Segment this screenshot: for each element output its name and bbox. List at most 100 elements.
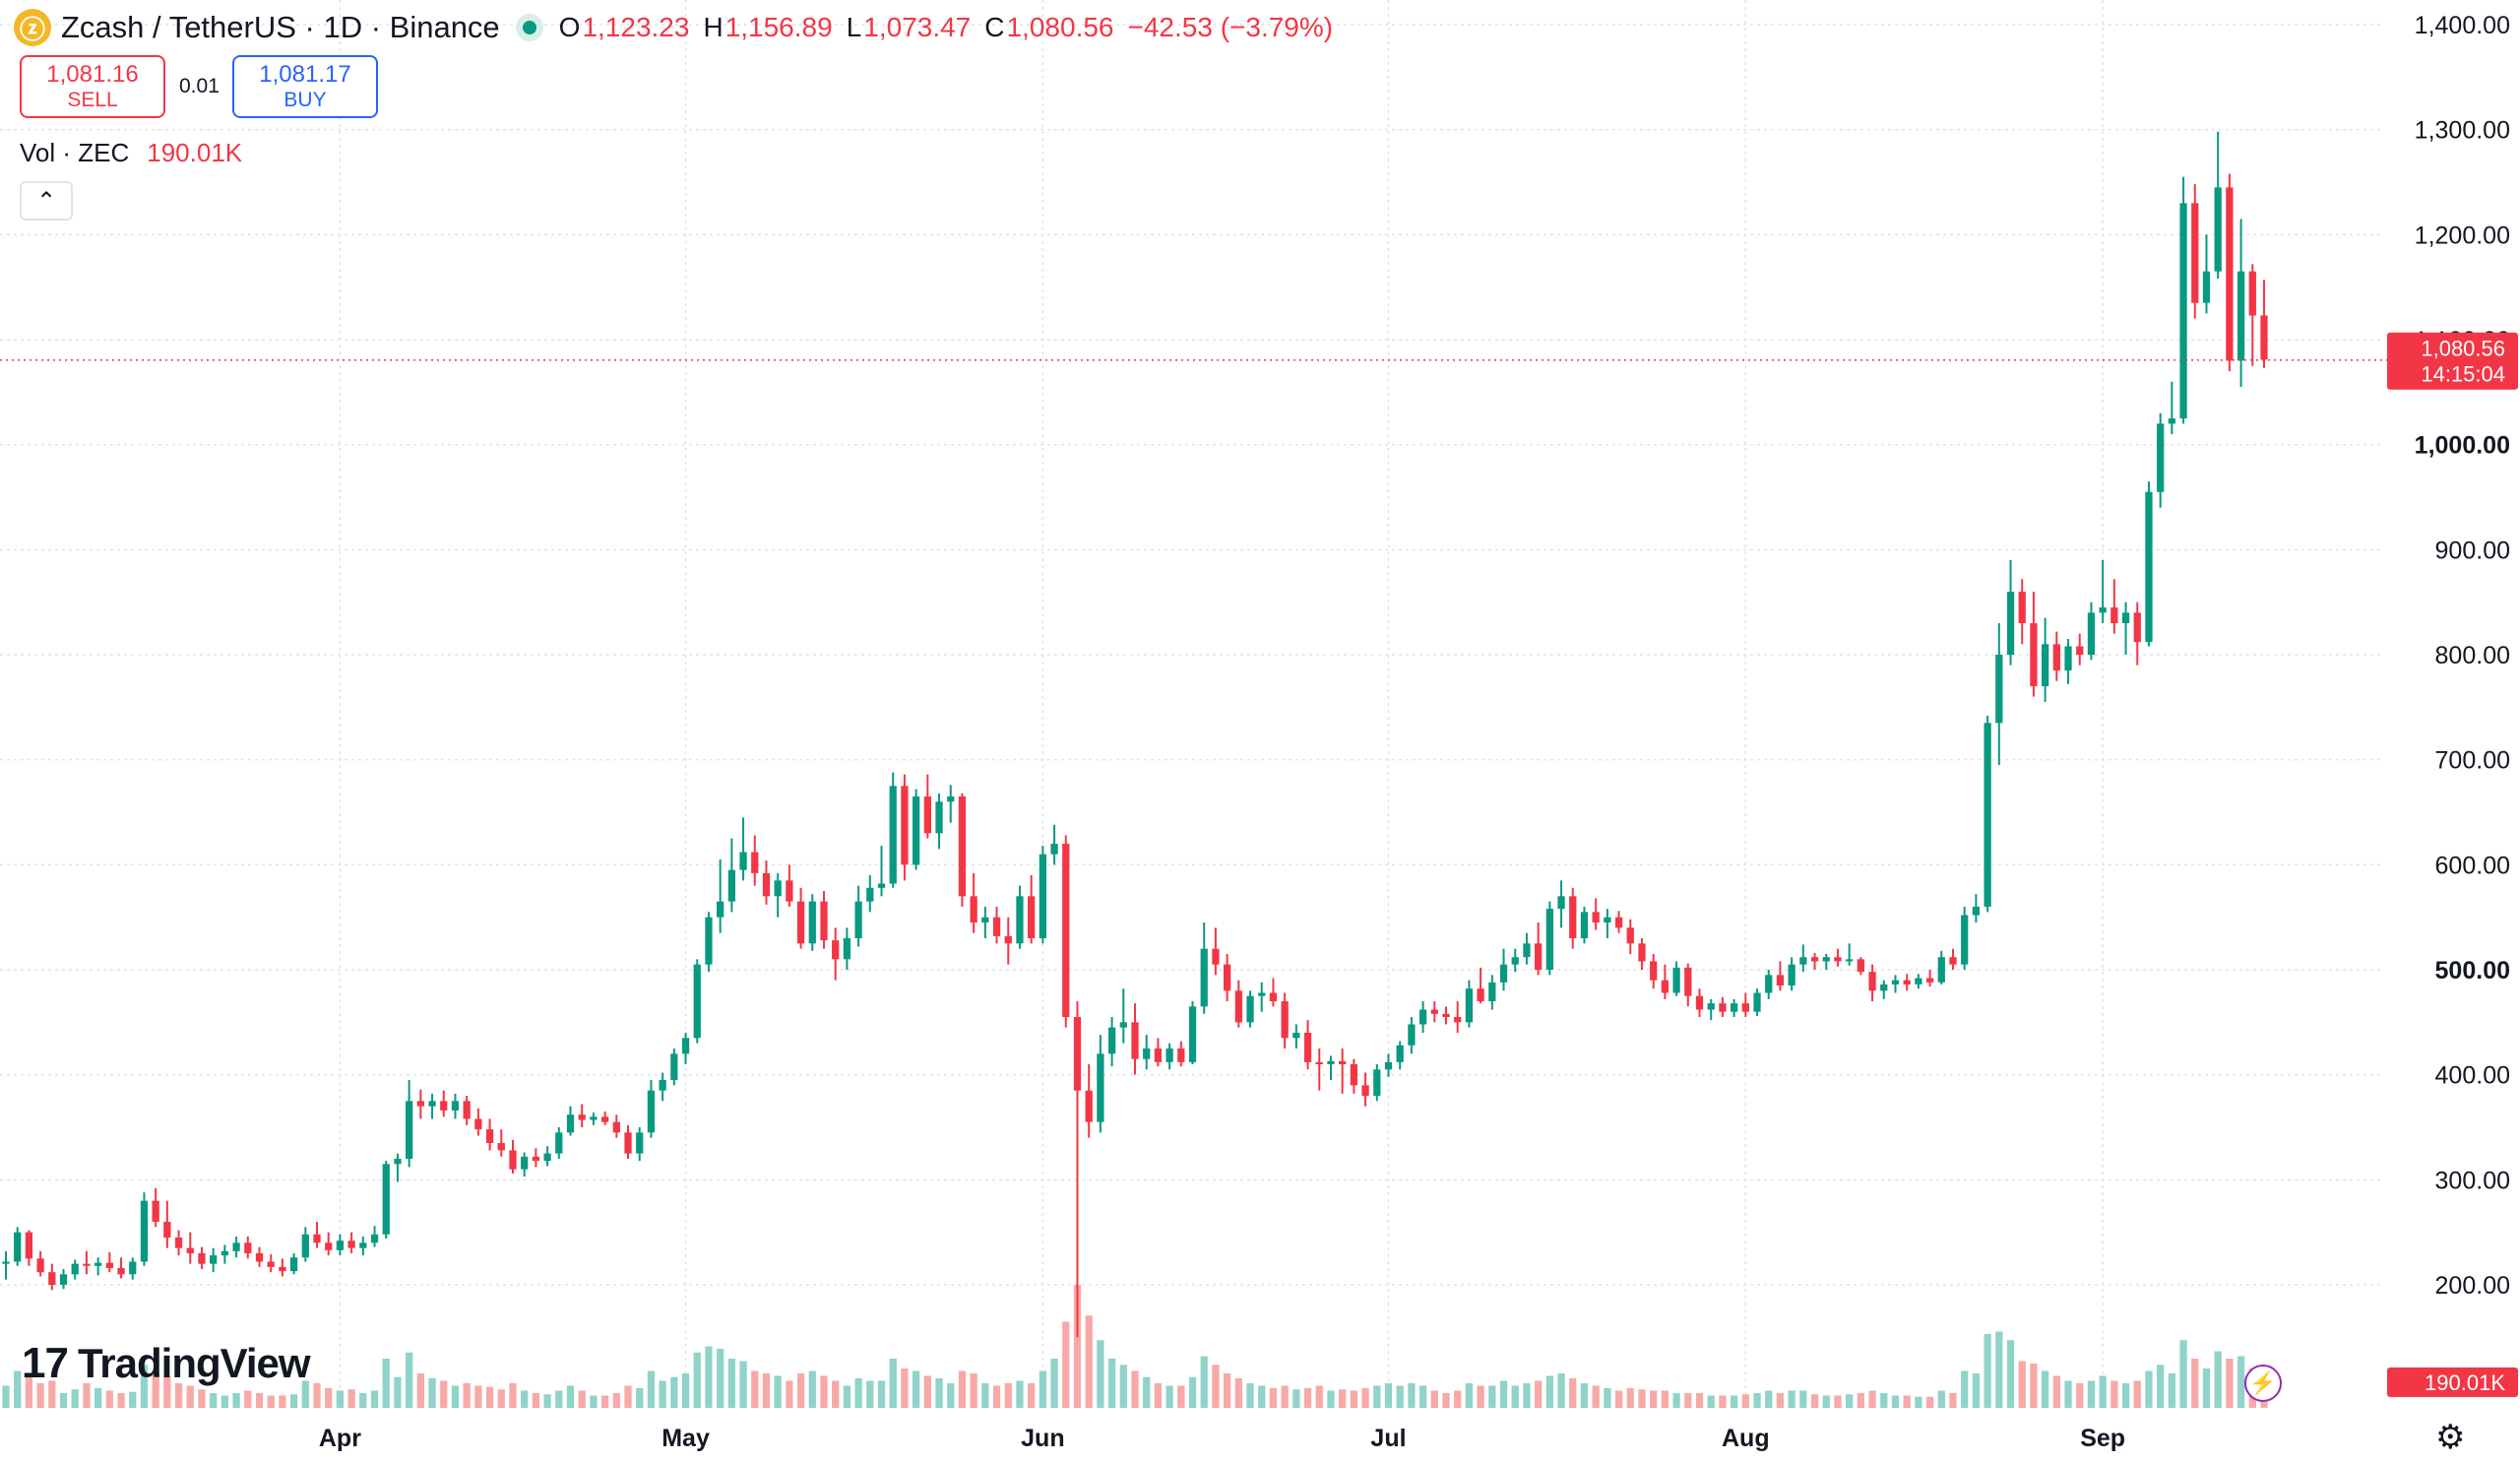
- candle-body: [992, 917, 1001, 936]
- candle-body: [1050, 844, 1058, 855]
- candle-body: [394, 1159, 402, 1165]
- candle-body: [1430, 1009, 1438, 1014]
- candle-body: [129, 1261, 137, 1275]
- candle-body: [1408, 1024, 1416, 1046]
- x-tick-label: May: [662, 1425, 710, 1452]
- volume-bar: [71, 1389, 79, 1408]
- volume-bar: [1834, 1395, 1842, 1408]
- volume-bar: [1200, 1356, 1208, 1408]
- candle-body: [359, 1242, 367, 1248]
- candle-body: [808, 901, 816, 944]
- candle-body: [1569, 896, 1577, 938]
- candle-body: [428, 1101, 436, 1107]
- candle-body: [600, 1116, 609, 1122]
- candle-body: [566, 1114, 575, 1133]
- candle-body: [347, 1240, 355, 1248]
- candle-body: [1258, 992, 1266, 996]
- volume-bar: [1292, 1389, 1300, 1408]
- volume-bar: [244, 1390, 252, 1408]
- candle-body: [727, 869, 735, 902]
- y-tick-label: 1,400.00: [2415, 12, 2510, 39]
- volume-bar: [796, 1373, 805, 1408]
- candle-body: [509, 1150, 517, 1170]
- volume-bar: [670, 1376, 678, 1408]
- volume-bar: [970, 1373, 977, 1408]
- zcash-icon[interactable]: ⓩ: [14, 9, 51, 46]
- candle-body: [1638, 943, 1646, 962]
- chevron-up-icon[interactable]: ⌃: [20, 181, 73, 221]
- volume-bar: [105, 1390, 113, 1408]
- volume-bar: [1903, 1395, 1911, 1408]
- volume-bar: [336, 1390, 345, 1408]
- symbol-title[interactable]: Zcash / TetherUS · 1D · Binance: [61, 10, 500, 44]
- volume-bar: [1028, 1383, 1036, 1408]
- tradingview-logo[interactable]: 17 TradingView: [22, 1339, 311, 1388]
- candle-body: [370, 1234, 379, 1243]
- ohlc-close: C1,080.56: [984, 12, 1114, 42]
- candle-body: [717, 901, 724, 918]
- candle-body: [1073, 1017, 1082, 1091]
- volume-bar: [1707, 1395, 1715, 1408]
- candle-body: [1788, 964, 1796, 985]
- volume-bar: [1949, 1393, 1957, 1408]
- chart-grid: [0, 0, 2382, 1408]
- y-tick-label: 400.00: [2435, 1062, 2510, 1090]
- candle-body: [923, 796, 931, 834]
- volume-bar: [117, 1393, 125, 1408]
- lightning-icon[interactable]: ⚡: [2244, 1365, 2282, 1402]
- sell-button[interactable]: 1,081.16 SELL: [20, 55, 165, 118]
- candle-body: [1672, 967, 1680, 993]
- volume-bar: [2006, 1340, 2015, 1408]
- volume-bar: [36, 1383, 44, 1408]
- time-axis: Apr May Jun Jul Aug Sep: [319, 1425, 2125, 1452]
- ohlc-open: O1,123.23: [558, 12, 690, 42]
- volume-bar: [1592, 1385, 1600, 1408]
- volume-bar: [1062, 1321, 1070, 1408]
- candle-body: [832, 940, 840, 960]
- volume-bar: [1477, 1385, 1484, 1408]
- candle-body: [2179, 203, 2187, 418]
- candle-body: [14, 1232, 22, 1262]
- candle-body: [958, 796, 967, 897]
- candle-body: [1499, 964, 1508, 983]
- candle-body: [1246, 995, 1254, 1023]
- candle-body: [935, 801, 943, 834]
- candle-body: [1119, 1022, 1127, 1028]
- ohlc-legend: O1,123.23 H1,156.89 L1,073.47 C1,080.56 …: [559, 12, 1333, 43]
- market-open-icon[interactable]: [515, 14, 543, 41]
- volume-bar: [220, 1395, 229, 1408]
- volume-bar: [347, 1389, 355, 1408]
- volume-bar: [1454, 1390, 1462, 1408]
- candle-body: [1719, 1003, 1727, 1012]
- candle-body: [854, 901, 862, 938]
- candle-body: [1418, 1009, 1427, 1025]
- x-tick-label: Jul: [1370, 1425, 1406, 1452]
- gear-icon[interactable]: ⚙: [2435, 1419, 2466, 1456]
- candle-body: [1477, 988, 1484, 1001]
- candle-body: [1303, 1033, 1312, 1062]
- volume-bar: [1143, 1376, 1151, 1408]
- volume-bar: [647, 1370, 656, 1408]
- buy-button[interactable]: 1,081.17 BUY: [232, 55, 378, 118]
- candle-body: [2006, 592, 2015, 655]
- volume-bar: [1499, 1380, 1508, 1408]
- y-tick-label: 1,200.00: [2415, 222, 2510, 249]
- volume-bar: [532, 1393, 540, 1408]
- candle-body: [267, 1261, 275, 1267]
- volume-bar: [485, 1386, 494, 1408]
- volume-bar: [406, 1352, 413, 1408]
- candle-body: [786, 880, 793, 902]
- volume-bar: [1350, 1390, 1358, 1408]
- candle-body: [1961, 915, 1969, 965]
- candle-body: [774, 880, 782, 897]
- volume-bar: [2191, 1359, 2199, 1408]
- candle-body: [2064, 646, 2072, 670]
- volume-bar: [2133, 1380, 2141, 1408]
- volume-legend[interactable]: Vol · ZEC 190.01K: [20, 138, 242, 168]
- volume-bar: [2, 1385, 10, 1408]
- volume-bar: [1925, 1396, 1934, 1408]
- candle-body: [152, 1200, 159, 1222]
- y-tick-label: 200.00: [2435, 1272, 2510, 1300]
- volume-bar: [1915, 1396, 1922, 1408]
